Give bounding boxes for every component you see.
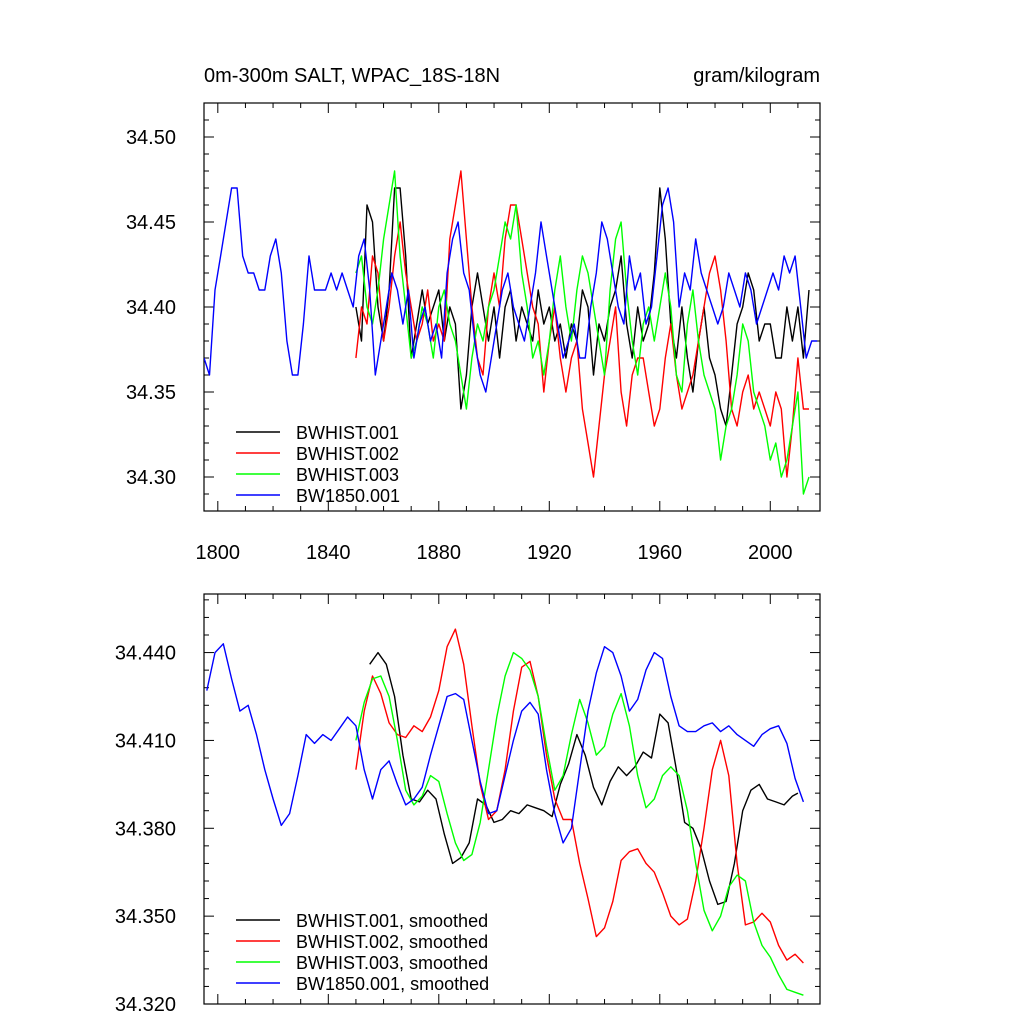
x-tick-label: 1800	[196, 542, 241, 564]
y-tick-label: 34.320	[115, 994, 176, 1016]
legend-label: BWHIST.001	[296, 423, 399, 443]
plot-frame	[203, 593, 821, 1005]
x-tick-label: 2000	[748, 542, 793, 564]
y-tick-label: 34.30	[126, 467, 176, 489]
series-line-bw1850-001	[204, 187, 818, 393]
x-tick-label: 1920	[527, 542, 572, 564]
legend-label: BW1850.001, smoothed	[296, 974, 489, 994]
y-tick-label: 34.440	[115, 643, 176, 665]
y-tick-label: 34.50	[126, 127, 176, 149]
x-tick-label: 1840	[306, 542, 351, 564]
chart-title: 0m-300m SALT, WPAC_18S-18N	[204, 65, 500, 87]
y-tick-label: 34.410	[115, 730, 176, 752]
series-line-bw1850-001-smoothed	[206, 643, 805, 844]
legend-label: BWHIST.001, smoothed	[296, 911, 488, 931]
y-tick-label: 34.40	[126, 297, 176, 319]
legend-label: BWHIST.003	[296, 465, 399, 485]
series-line-bwhist-003	[355, 170, 810, 495]
x-tick-label: 1880	[417, 542, 462, 564]
top-panel-timeseries: 1800 1840 1880 1920 1960 2000 34.30 34.35 34.40 3…	[126, 102, 821, 564]
legend-label: BWHIST.002	[296, 444, 399, 464]
series-line-bwhist-001	[355, 187, 810, 427]
x-tick-label: 1960	[638, 542, 683, 564]
y-tick-label: 34.45	[126, 212, 176, 234]
legend-label: BWHIST.003, smoothed	[296, 953, 488, 973]
legend-label: BW1850.001	[296, 486, 400, 506]
y-tick-label: 34.350	[115, 906, 176, 928]
series-line-bwhist-003-smoothed	[355, 651, 804, 996]
legend-label: BWHIST.002, smoothed	[296, 932, 488, 952]
series-line-bwhist-002-smoothed	[355, 628, 804, 964]
y-tick-label: 34.380	[115, 818, 176, 840]
y-tick-label: 34.35	[126, 382, 176, 404]
bottom-panel-smoothed: 34.320 34.350 34.380 34.410 34.440 BWHIST.001…	[115, 593, 821, 1016]
series-line-bwhist-002	[355, 170, 809, 478]
units-label: gram/kilogram	[693, 65, 820, 87]
